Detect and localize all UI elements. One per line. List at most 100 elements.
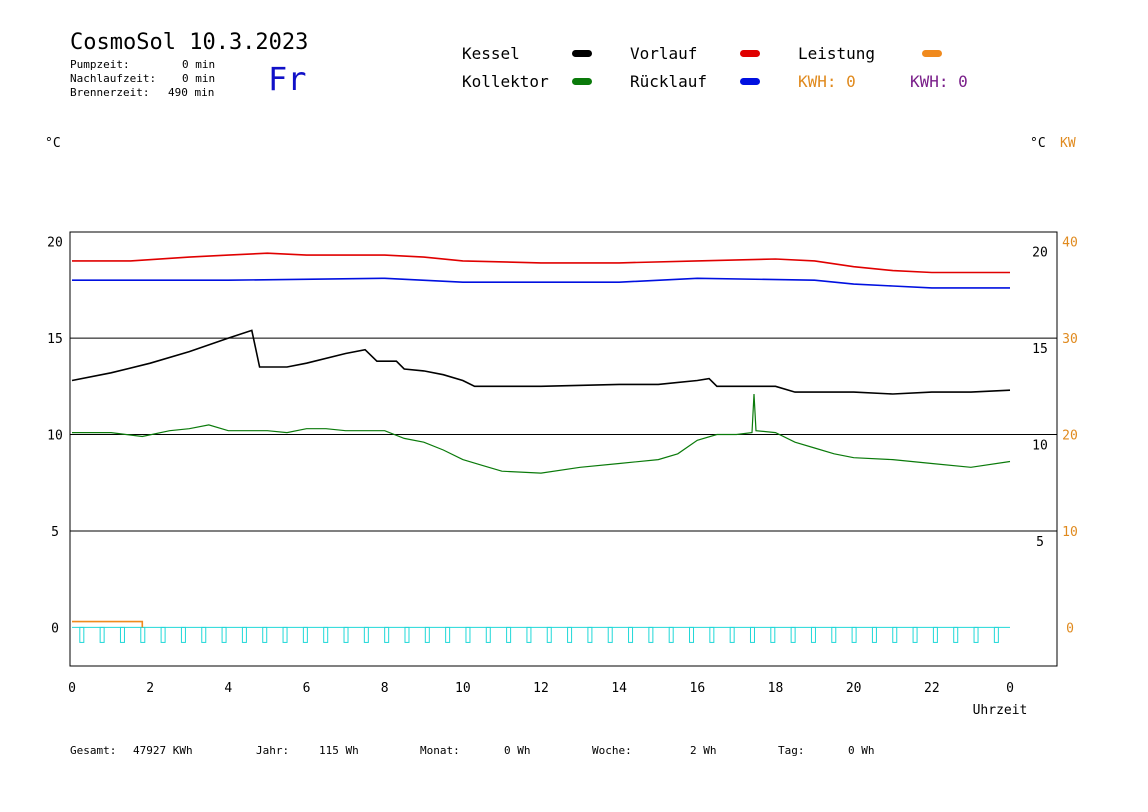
- cyan-pulse-17: [424, 626, 430, 643]
- cyan-pulse-6: [201, 626, 207, 643]
- y-right-c-tick-5: 5: [1036, 535, 1044, 550]
- cyan-pulse-28: [648, 626, 654, 643]
- cyan-pulse-15: [384, 626, 390, 643]
- cyan-pulse-14: [363, 626, 369, 643]
- x-tick-12: 0: [1006, 681, 1014, 696]
- footer-jahr-label: Jahr:: [256, 744, 290, 757]
- cyan-pulse-21: [506, 626, 512, 643]
- cyan-pulse-29: [668, 626, 674, 643]
- y-right-c-tick-10: 10: [1032, 439, 1048, 454]
- footer-monat-value: 0 Wh: [504, 744, 531, 757]
- cyan-pulse-44: [973, 626, 979, 643]
- right-unit-c-label: °C: [1030, 136, 1046, 151]
- cyan-pulse-12: [323, 626, 329, 643]
- plot-frame: [69, 231, 1058, 667]
- x-tick-6: 12: [533, 681, 549, 696]
- footer-monat-label: Monat:: [420, 744, 460, 757]
- cyan-pulse-20: [485, 626, 491, 643]
- footer-gesamt-value: 47927 KWh: [133, 744, 193, 757]
- legend-vorlauf-label: Vorlauf: [630, 44, 698, 63]
- legend-kessel-swatch: [572, 50, 592, 57]
- cyan-pulse-31: [709, 626, 715, 643]
- y-right-kw-tick-10: 10: [1062, 525, 1078, 540]
- kwh-purple-readout: KWH: 0: [910, 72, 968, 91]
- cyan-pulse-30: [689, 626, 695, 643]
- y-right-c-tick-20: 20: [1032, 246, 1048, 261]
- cyan-pulse-35: [790, 626, 796, 643]
- footer-gesamt-label: Gesamt:: [70, 744, 117, 757]
- footer-woche-label: Woche:: [592, 744, 632, 757]
- y-right-kw-tick-30: 30: [1062, 332, 1078, 347]
- cyan-pulse-19: [465, 626, 471, 643]
- x-axis-label: Uhrzeit: [973, 703, 1028, 718]
- x-tick-10: 20: [846, 681, 862, 696]
- footer-woche-value: 2 Wh: [690, 744, 717, 757]
- series-vorlauf-line: [72, 252, 1010, 274]
- cyan-pulse-13: [343, 626, 349, 643]
- cyan-pulse-45: [993, 626, 999, 643]
- x-tick-0: 0: [68, 681, 76, 696]
- cyan-pulse-40: [892, 626, 898, 643]
- x-tick-2: 4: [224, 681, 232, 696]
- cyan-pulse-32: [729, 626, 735, 643]
- nachlauf-value: 0 min: [182, 72, 216, 85]
- cyan-pulse-7: [221, 626, 227, 643]
- weekday-label: Fr: [268, 60, 307, 98]
- y-right-kw-tick-20: 20: [1062, 429, 1078, 444]
- cyan-pulse-11: [302, 626, 308, 643]
- legend-kessel-label: Kessel: [462, 44, 520, 63]
- cyan-pulse-0: [79, 626, 85, 643]
- x-tick-9: 18: [768, 681, 784, 696]
- cyan-pulse-37: [831, 626, 837, 643]
- pump-label: Pumpzeit:: [70, 58, 130, 71]
- footer-tag-label: Tag:: [778, 744, 805, 757]
- y-left-tick-0: 0: [51, 621, 59, 636]
- cyan-pulse-39: [871, 626, 877, 643]
- cyan-pulse-25: [587, 626, 593, 643]
- legend-leistung-label: Leistung: [798, 44, 876, 63]
- brenner-value: 490 min: [168, 86, 215, 99]
- y-left-tick-10: 10: [47, 429, 63, 444]
- x-tick-11: 22: [924, 681, 940, 696]
- y-right-kw-tick-0: 0: [1066, 621, 1074, 636]
- cyan-pulse-23: [546, 626, 552, 643]
- cyan-pulse-10: [282, 626, 288, 643]
- legend-ruecklauf-label: Rücklauf: [630, 72, 708, 91]
- cyan-pulse-38: [851, 626, 857, 643]
- legend-ruecklauf-swatch: [740, 78, 760, 85]
- cyan-pulse-9: [262, 626, 268, 643]
- footer-tag-value: 0 Wh: [848, 744, 875, 757]
- cyan-pulse-22: [526, 626, 532, 643]
- x-tick-3: 6: [303, 681, 311, 696]
- cyan-pulse-43: [953, 626, 959, 643]
- cyan-pulse-2: [119, 626, 125, 643]
- cyan-pulse-26: [607, 626, 613, 643]
- y-left-tick-5: 5: [51, 525, 59, 540]
- left-unit-label: °C: [45, 136, 61, 151]
- cyan-pulse-1: [99, 626, 105, 643]
- legend-leistung-swatch: [922, 50, 942, 57]
- x-tick-4: 8: [381, 681, 389, 696]
- legend-kollektor-swatch: [572, 78, 592, 85]
- kwh-orange-readout: KWH: 0: [798, 72, 856, 91]
- y-right-c-tick-15: 15: [1032, 342, 1048, 357]
- nachlauf-label: Nachlaufzeit:: [70, 72, 157, 85]
- cyan-pulse-33: [749, 626, 755, 643]
- cyan-pulse-5: [180, 626, 186, 643]
- cyan-pulse-42: [932, 626, 938, 643]
- cyan-pulse-24: [567, 626, 573, 643]
- cyan-pulse-18: [445, 626, 451, 643]
- x-tick-8: 16: [690, 681, 706, 696]
- series-rcklauf-line: [72, 277, 1010, 289]
- cyan-pulse-34: [770, 626, 776, 643]
- page-title: CosmoSol 10.3.2023: [70, 30, 309, 55]
- cyan-pulse-41: [912, 626, 918, 643]
- cyan-pulse-36: [810, 626, 816, 643]
- series-kollektor-line: [72, 393, 1011, 474]
- y-right-kw-tick-40: 40: [1062, 236, 1078, 251]
- cyan-pulse-3: [140, 626, 146, 643]
- pump-value: 0 min: [182, 58, 216, 71]
- legend-vorlauf-swatch: [740, 50, 760, 57]
- cyan-pulse-27: [628, 626, 634, 643]
